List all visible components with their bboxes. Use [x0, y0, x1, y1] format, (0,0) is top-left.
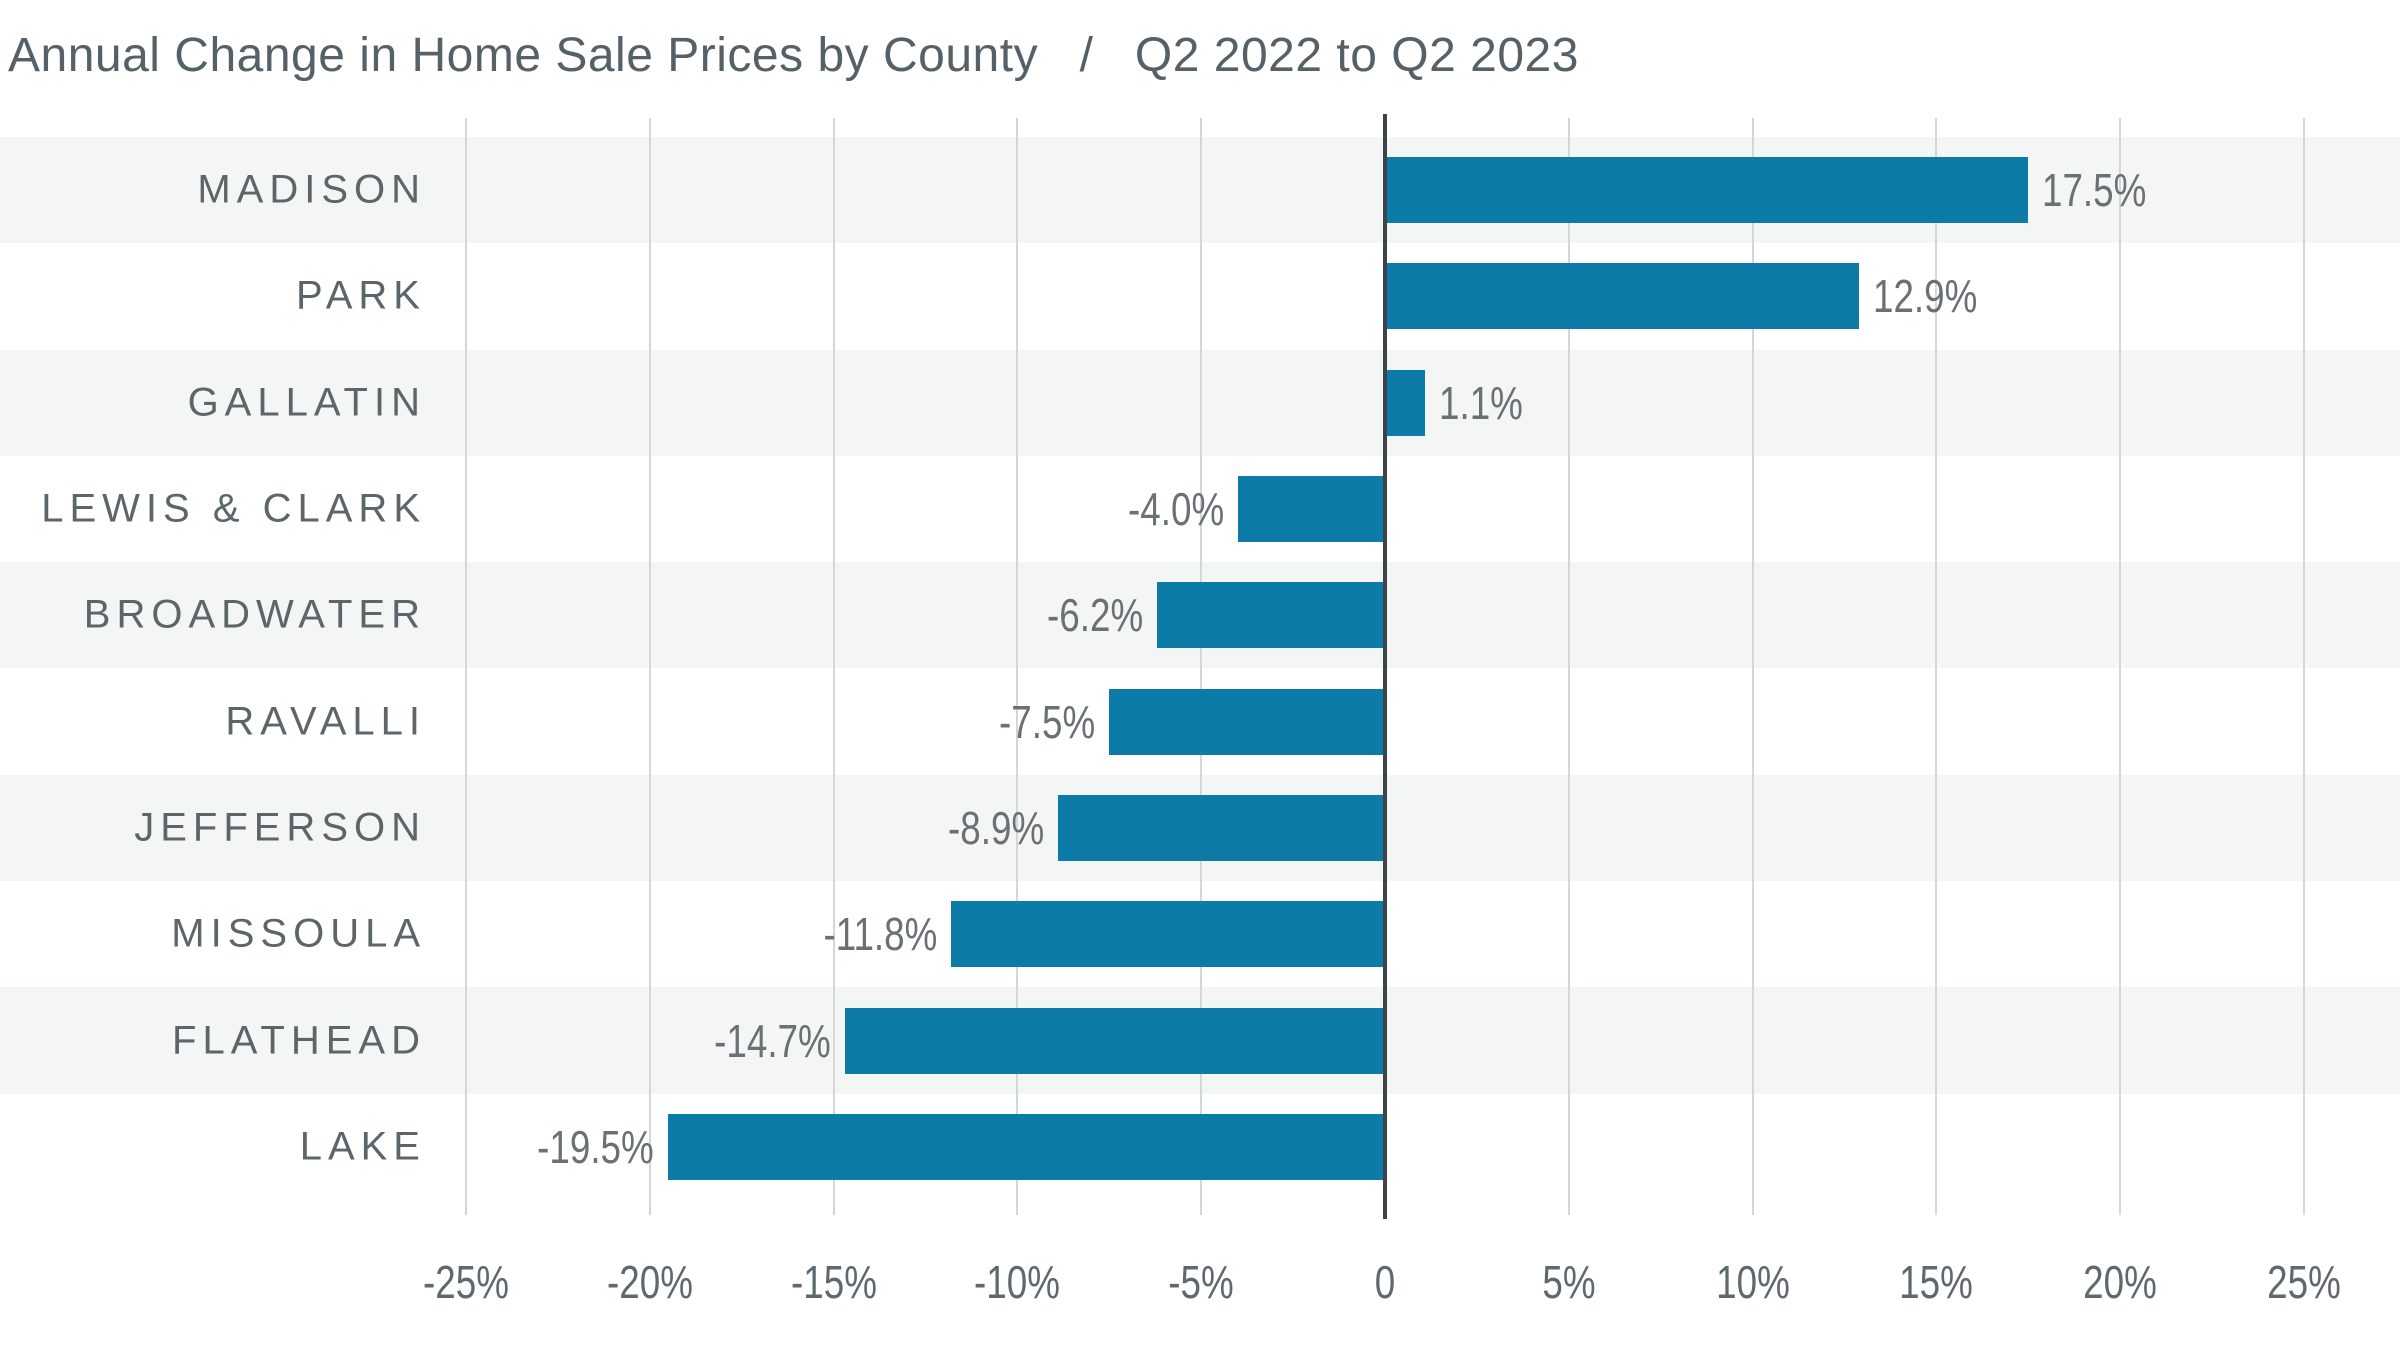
category-label: LEWIS & CLARK	[41, 486, 426, 531]
category-label: PARK	[296, 273, 426, 318]
bar	[668, 1113, 1385, 1180]
axis-tick-label: 0	[1374, 1256, 1396, 1308]
gridline	[2119, 118, 2122, 1215]
value-label: 17.5%	[2042, 164, 2147, 217]
bar	[1237, 476, 1385, 543]
category-label: JEFFERSON	[134, 805, 426, 850]
category-label: MADISON	[197, 167, 426, 212]
value-label: -19.5%	[537, 1120, 655, 1173]
category-label: RAVALLI	[225, 699, 426, 744]
axis-tick-label: 20%	[2083, 1256, 2158, 1308]
value-label: -7.5%	[999, 695, 1096, 748]
axis-tick-label: -20%	[606, 1256, 693, 1308]
axis-tick-label: -5%	[1168, 1256, 1234, 1308]
bar	[1385, 157, 2029, 224]
bar	[1385, 263, 1860, 330]
value-label: 12.9%	[1873, 270, 1978, 323]
category-label: LAKE	[299, 1124, 426, 1169]
gridline	[1567, 118, 1570, 1215]
bar	[1109, 688, 1385, 755]
bar	[951, 901, 1385, 968]
value-label: -14.7%	[714, 1014, 831, 1067]
axis-tick-label: 10%	[1715, 1256, 1790, 1308]
bar	[1057, 794, 1385, 861]
gridline	[832, 118, 835, 1215]
zero-axis-line	[1383, 114, 1387, 1219]
axis-tick-label: 15%	[1899, 1256, 1974, 1308]
gridline	[1016, 118, 1019, 1215]
value-label: -8.9%	[947, 801, 1044, 854]
gridline	[1751, 118, 1754, 1215]
row-stripe	[0, 349, 2400, 456]
category-label: FLATHEAD	[172, 1018, 426, 1063]
axis-tick-label: -15%	[790, 1256, 877, 1308]
bar	[1157, 582, 1385, 649]
value-label: -4.0%	[1127, 483, 1224, 536]
axis-tick-label: -10%	[974, 1256, 1061, 1308]
category-label: BROADWATER	[83, 592, 426, 637]
chart-title: Annual Change in Home Sale Prices by Cou…	[8, 29, 1579, 82]
gridline	[1935, 118, 1938, 1215]
gridline	[1200, 118, 1203, 1215]
gridline	[465, 118, 467, 1215]
value-label: -6.2%	[1046, 589, 1144, 642]
category-label: MISSOULA	[171, 911, 426, 956]
value-label: 1.1%	[1439, 376, 1524, 429]
gridline	[2303, 118, 2305, 1215]
axis-tick-label: 5%	[1542, 1256, 1596, 1308]
axis-tick-label: 25%	[2267, 1256, 2341, 1308]
bar	[844, 1007, 1385, 1074]
gridline	[648, 118, 651, 1215]
bar	[1385, 369, 1426, 436]
value-label: -11.8%	[823, 908, 938, 961]
axis-tick-label: -25%	[423, 1256, 509, 1308]
category-label: GALLATIN	[187, 380, 426, 425]
